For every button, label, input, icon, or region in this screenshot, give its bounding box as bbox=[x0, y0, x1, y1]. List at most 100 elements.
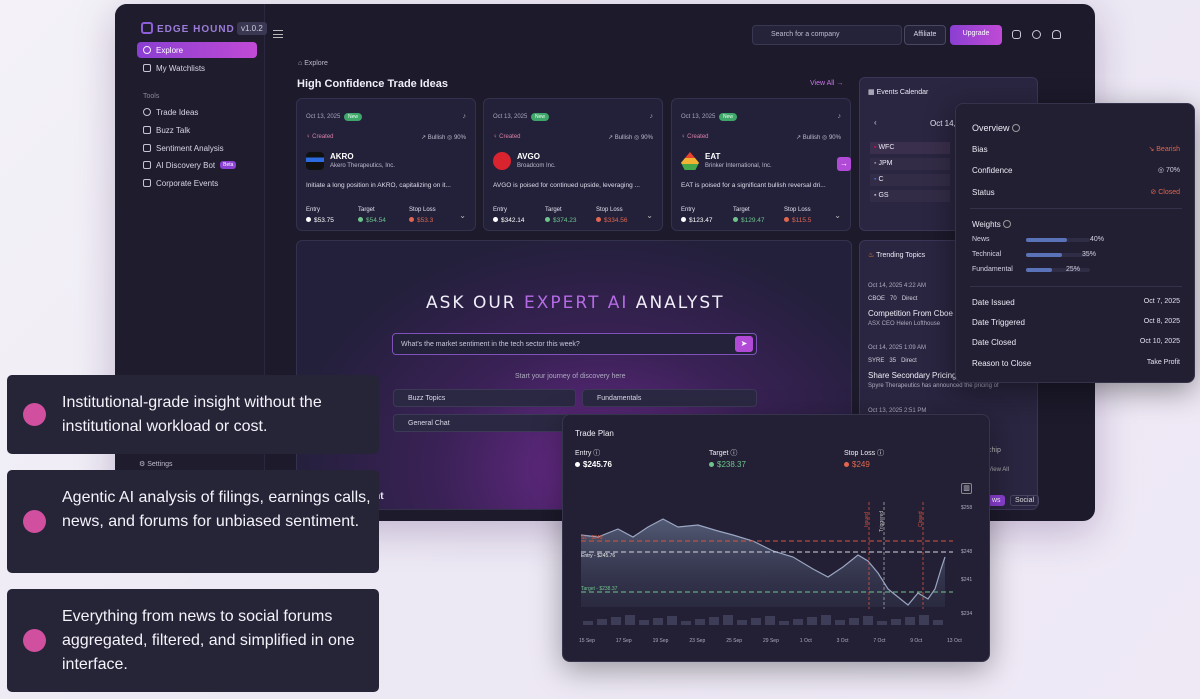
menu-toggle-icon[interactable] bbox=[273, 30, 283, 38]
beta-badge: Beta bbox=[220, 161, 237, 169]
divider bbox=[970, 208, 1182, 209]
target-text: $129.47 bbox=[741, 217, 765, 224]
chevron-down-icon[interactable]: ⌄ bbox=[834, 211, 841, 220]
target-line-label: Target - $238.37 bbox=[581, 586, 618, 592]
target-dot bbox=[358, 217, 363, 222]
topic-time: Oct 13, 2025 2:51 PM bbox=[868, 408, 927, 414]
sidebar-item-buzz-talk[interactable]: Buzz Talk bbox=[137, 122, 257, 138]
app-logo[interactable]: EDGE HOUND bbox=[141, 22, 235, 35]
x-tick-label: 9 Oct bbox=[910, 638, 923, 644]
trade-card[interactable]: Oct 13, 2025 New ♪ ♀ Created ↗ Bullish ◎… bbox=[483, 98, 663, 231]
topic-headline[interactable]: Competition From Cboe bbox=[868, 309, 953, 318]
weight-pct: 35% bbox=[1082, 251, 1097, 258]
theme-toggle-icon[interactable] bbox=[1032, 30, 1041, 39]
entry-label: Entry bbox=[306, 207, 321, 213]
bank-logo-icon: ▪ bbox=[874, 176, 877, 183]
x-tick-label: 3 Oct bbox=[837, 638, 850, 644]
sidebar-item-settings[interactable]: ⚙ Settings bbox=[139, 460, 173, 468]
entry-value: $342.14 bbox=[493, 217, 525, 224]
sidebar-item-ai-discovery-bot[interactable]: AI Discovery Bot Beta bbox=[137, 157, 257, 173]
topic-fragment: chip bbox=[988, 447, 1001, 454]
volume-bar bbox=[695, 619, 705, 625]
overview-title-text: Overview bbox=[972, 123, 1010, 133]
weight-label: Technical bbox=[972, 251, 1002, 258]
stop-line-label: SL - $249 bbox=[581, 535, 603, 541]
entry-label: Entry bbox=[493, 207, 508, 213]
volume-bar bbox=[667, 616, 677, 625]
events-title-text: Events Calendar bbox=[876, 89, 929, 96]
status-value-text: Closed bbox=[1158, 189, 1180, 196]
sidebar-item-corporate-events[interactable]: Corporate Events bbox=[137, 175, 257, 191]
card-description: AVGO is poised for continued upside, lev… bbox=[493, 182, 640, 189]
bell-icon[interactable]: ♪ bbox=[837, 113, 842, 120]
chevron-down-icon[interactable]: ⌄ bbox=[646, 211, 653, 220]
bell-icon[interactable]: ♪ bbox=[649, 113, 654, 120]
bank-logo-icon: ▪ bbox=[874, 160, 877, 167]
volume-bar bbox=[625, 615, 635, 625]
sidebar-item-explore[interactable]: Explore bbox=[137, 42, 257, 58]
upgrade-button[interactable]: Upgrade bbox=[950, 25, 1002, 45]
topic-count: 35 bbox=[889, 358, 897, 364]
event-ticker[interactable]: ▪ GS bbox=[870, 190, 950, 202]
chart-type-icon[interactable]: ▥ bbox=[961, 483, 972, 494]
reason-label: Reason to Close bbox=[972, 359, 1032, 368]
affiliate-button[interactable]: Affiliate bbox=[904, 25, 946, 45]
entry-label-text: Entry bbox=[575, 450, 592, 457]
search-input[interactable]: Search for a company bbox=[752, 25, 902, 45]
event-ticker[interactable]: ▪ WFC bbox=[870, 142, 950, 154]
chevron-down-icon[interactable]: ⌄ bbox=[459, 211, 466, 220]
discord-icon[interactable] bbox=[1012, 30, 1021, 39]
chip-buzz-topics[interactable]: Buzz Topics bbox=[393, 389, 576, 407]
entry-text: $342.14 bbox=[501, 217, 525, 224]
bell-icon[interactable]: ♪ bbox=[462, 113, 467, 120]
tab-news[interactable]: ws bbox=[988, 495, 1005, 506]
chevron-left-icon[interactable]: ‹ bbox=[874, 118, 877, 127]
ask-title-part: ASK OUR bbox=[426, 293, 525, 313]
send-button[interactable]: ➤ bbox=[735, 336, 753, 352]
card-date: Oct 13, 2025 bbox=[681, 114, 716, 120]
new-badge: New bbox=[344, 113, 363, 121]
trade-card[interactable]: Oct 13, 2025 New ♪ ♀ Created ↗ Bullish ◎… bbox=[296, 98, 476, 231]
chip-fundamentals[interactable]: Fundamentals bbox=[582, 389, 757, 407]
target-value: $238.37 bbox=[709, 460, 746, 469]
bias-label: Bullish bbox=[427, 135, 446, 141]
entry-value: $123.47 bbox=[681, 217, 713, 224]
breadcrumb[interactable]: ⌂ Explore bbox=[298, 60, 328, 67]
status-label: Created bbox=[499, 134, 521, 140]
entry-value-text: $245.76 bbox=[583, 460, 612, 469]
sidebar-item-label: Trade Ideas bbox=[156, 107, 199, 117]
date-triggered-label: Date Triggered bbox=[972, 318, 1025, 327]
topic-time: Oct 14, 2025 1:09 AM bbox=[868, 345, 927, 351]
ticker: EAT bbox=[705, 152, 721, 161]
volume-bar bbox=[751, 618, 761, 625]
stop-value: $249 bbox=[844, 460, 870, 469]
target-label: Target bbox=[545, 207, 562, 213]
journey-text: Start your journey of discovery here bbox=[515, 373, 626, 380]
x-tick-label: 29 Sep bbox=[763, 638, 779, 644]
view-all-label: View All bbox=[810, 80, 835, 87]
topic-type: Direct bbox=[901, 296, 918, 302]
chip-general-chat[interactable]: General Chat bbox=[393, 414, 576, 432]
tab-social[interactable]: Social bbox=[1010, 495, 1040, 506]
y-tick-label: $248 bbox=[961, 549, 972, 555]
event-ticker[interactable]: ▪ JPM bbox=[870, 158, 950, 170]
event-ticker[interactable]: ▪ C bbox=[870, 174, 950, 186]
ask-ai-input[interactable]: What's the market sentiment in the tech … bbox=[392, 333, 757, 355]
stop-value-text: $249 bbox=[852, 460, 870, 469]
bell-icon[interactable] bbox=[1052, 30, 1061, 39]
stop-text: $115.5 bbox=[792, 217, 812, 224]
volume-bar bbox=[933, 620, 943, 625]
trade-card[interactable]: Oct 13, 2025 New ♪ ♀ Created ↗ Bullish ◎… bbox=[671, 98, 851, 231]
info-icon[interactable] bbox=[1003, 220, 1011, 228]
volume-bar bbox=[681, 621, 691, 625]
reason-value: Take Profit bbox=[1146, 359, 1180, 366]
entry-label: Entry ⓘ bbox=[575, 450, 601, 457]
next-cards-button[interactable]: → bbox=[837, 157, 851, 171]
view-all-link[interactable]: View All → bbox=[810, 80, 844, 87]
topic-headline[interactable]: Share Secondary Pricing bbox=[868, 371, 957, 380]
sidebar-item-sentiment-analysis[interactable]: Sentiment Analysis bbox=[137, 140, 257, 156]
sidebar-item-watchlists[interactable]: My Watchlists bbox=[137, 60, 257, 76]
view-all-link[interactable]: View All bbox=[988, 467, 1009, 473]
info-icon[interactable] bbox=[1012, 124, 1021, 132]
sidebar-item-trade-ideas[interactable]: Trade Ideas bbox=[137, 104, 257, 120]
